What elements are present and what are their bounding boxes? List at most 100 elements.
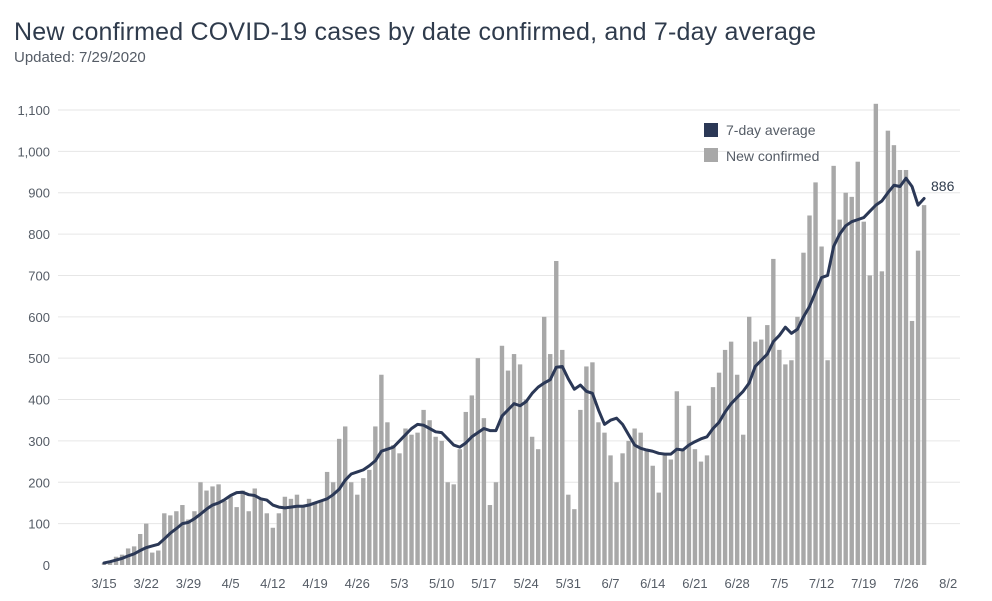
x-tick-label: 6/7 [601,576,619,591]
x-tick-label: 7/26 [893,576,918,591]
bar [638,432,643,565]
bar [499,345,505,565]
bar [897,169,903,566]
bar [349,482,354,565]
bar [801,252,806,565]
bar [234,507,239,565]
bar [740,434,746,565]
bar [662,455,667,565]
bar [734,374,740,565]
bar [421,409,426,565]
bar [722,349,728,565]
legend-label-7-day-average: 7-day average [726,122,816,138]
bar [849,196,854,566]
bar [891,145,897,565]
bar [656,492,661,565]
bar [246,511,251,565]
bar [216,484,221,565]
bar [590,362,595,565]
bar [535,449,541,565]
x-tick-label: 5/10 [429,576,454,591]
bar [795,316,800,565]
bar [457,449,462,565]
bar [831,165,836,565]
x-tick-label: 7/19 [851,576,876,591]
bar [783,364,788,565]
bar [355,494,360,565]
x-tick-label: 3/29 [176,576,201,591]
legend: 7-day average New confirmed [704,122,819,164]
bar [427,420,432,565]
y-tick-label: 700 [28,268,50,283]
bar [608,455,613,565]
bar [493,482,499,565]
y-axis-ticks: 0 100 200 300 400 500 600 700 800 900 1,000 1,100 [17,103,50,573]
bar [282,496,288,565]
x-tick-label: 6/21 [682,576,707,591]
bar [324,471,330,565]
bar [541,316,547,565]
bar [710,387,716,565]
x-tick-label: 5/17 [471,576,496,591]
bar [548,354,553,565]
bar [620,453,625,565]
bar [855,161,860,565]
legend-label-new-confirmed: New confirmed [726,148,819,164]
line-series [102,176,926,565]
bar [306,498,312,565]
bar [825,360,830,565]
bar [469,395,475,565]
bar [150,552,155,565]
bar [632,428,637,565]
bar [903,169,909,566]
x-tick-label: 4/26 [345,576,370,591]
chart-title: New confirmed COVID-19 cases by date con… [14,18,817,46]
bar-series [101,103,927,566]
bar [270,527,276,565]
legend-swatch-7-day-average [704,123,718,137]
bar [415,432,420,565]
bar [511,354,517,565]
bar [584,366,589,565]
x-tick-label: 5/3 [390,576,408,591]
bar [885,130,891,565]
bar [753,341,758,565]
bar [644,449,649,565]
bar [433,436,438,565]
y-tick-label: 1,100 [17,103,50,118]
x-tick-label: 4/5 [222,576,240,591]
bar [391,445,396,565]
bar [728,341,734,565]
bar [228,496,233,565]
bar [837,219,842,566]
bar [403,428,408,565]
bar [704,455,710,565]
bar [300,505,306,565]
bar [367,469,372,565]
bar [909,320,915,565]
bar [361,478,366,565]
bar [843,192,848,566]
bar [572,509,577,565]
average-line [102,176,926,565]
x-tick-label: 4/19 [302,576,327,591]
x-tick-label: 3/22 [134,576,159,591]
bar [566,494,571,565]
bar [777,349,782,565]
bar [210,486,215,565]
bar [186,519,191,565]
bar [602,432,607,565]
bar [397,453,402,565]
bar [385,422,390,565]
bar [686,405,692,565]
bar [807,215,812,566]
y-tick-label: 500 [28,351,50,366]
bar [692,449,698,565]
bar [379,374,384,565]
bar [523,399,529,565]
bar [915,250,921,565]
bar [517,364,523,565]
bar [276,513,282,565]
bar [873,103,879,566]
